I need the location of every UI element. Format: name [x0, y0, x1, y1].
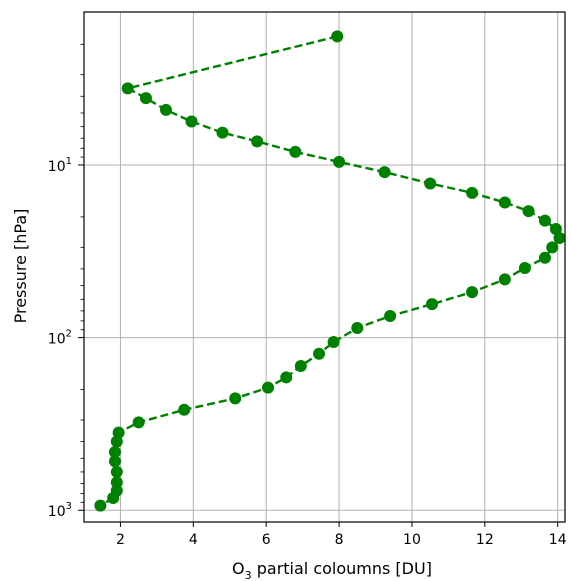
tick-labels: 2 4 6 8 10 12 14 101 102 103 — [48, 156, 567, 548]
data-point — [289, 145, 302, 158]
data-point — [121, 82, 134, 95]
data-point — [466, 186, 479, 199]
plot-frame — [83, 11, 566, 523]
y-axis-label: Pressure [hPa] — [11, 209, 30, 324]
data-point — [294, 359, 307, 372]
data-point — [251, 135, 264, 148]
data-point — [424, 177, 437, 190]
data-point — [262, 381, 275, 394]
data-point — [159, 103, 172, 116]
data-point — [216, 126, 229, 139]
y-tick-label: 103 — [48, 501, 72, 520]
x-tick-label: 10 — [403, 532, 421, 548]
data-point — [546, 241, 559, 254]
x-tick-label: 12 — [476, 532, 494, 548]
y-tick-label: 102 — [48, 329, 72, 348]
data-point — [280, 371, 293, 384]
data-point — [331, 30, 344, 43]
data-point — [178, 403, 191, 416]
data-point — [549, 223, 562, 236]
x-axis-label: O3 partial coloumns [DU] — [232, 559, 432, 581]
data-point — [518, 261, 531, 274]
data-point — [333, 155, 346, 168]
data-point — [425, 298, 438, 311]
data-point — [378, 166, 391, 179]
x-tick-label: 8 — [335, 532, 344, 548]
data-point — [108, 455, 121, 468]
data-point — [498, 273, 511, 286]
series-layer — [94, 30, 566, 512]
tick-marks — [78, 43, 559, 527]
data-point — [108, 446, 121, 459]
data-point — [112, 426, 125, 439]
data-point — [466, 286, 479, 299]
data-point — [94, 499, 107, 512]
data-point — [107, 492, 120, 505]
data-point — [327, 335, 340, 348]
data-point — [538, 214, 551, 227]
data-point — [110, 465, 123, 478]
data-point — [538, 251, 551, 264]
x-tick-label: 2 — [116, 532, 125, 548]
data-point — [229, 392, 242, 405]
data-point — [313, 347, 326, 360]
data-point — [522, 205, 535, 218]
data-point — [384, 310, 397, 323]
data-point — [139, 92, 152, 105]
data-point — [351, 322, 364, 335]
grid-lines — [84, 12, 565, 522]
data-point — [498, 196, 511, 209]
x-tick-label: 14 — [549, 532, 567, 548]
data-point — [132, 416, 145, 429]
data-point — [553, 232, 566, 245]
y-tick-label: 101 — [48, 156, 72, 175]
data-point — [110, 435, 123, 448]
x-tick-label: 4 — [189, 532, 198, 548]
data-point — [185, 115, 198, 128]
data-point — [110, 476, 123, 489]
x-tick-label: 6 — [262, 532, 271, 548]
